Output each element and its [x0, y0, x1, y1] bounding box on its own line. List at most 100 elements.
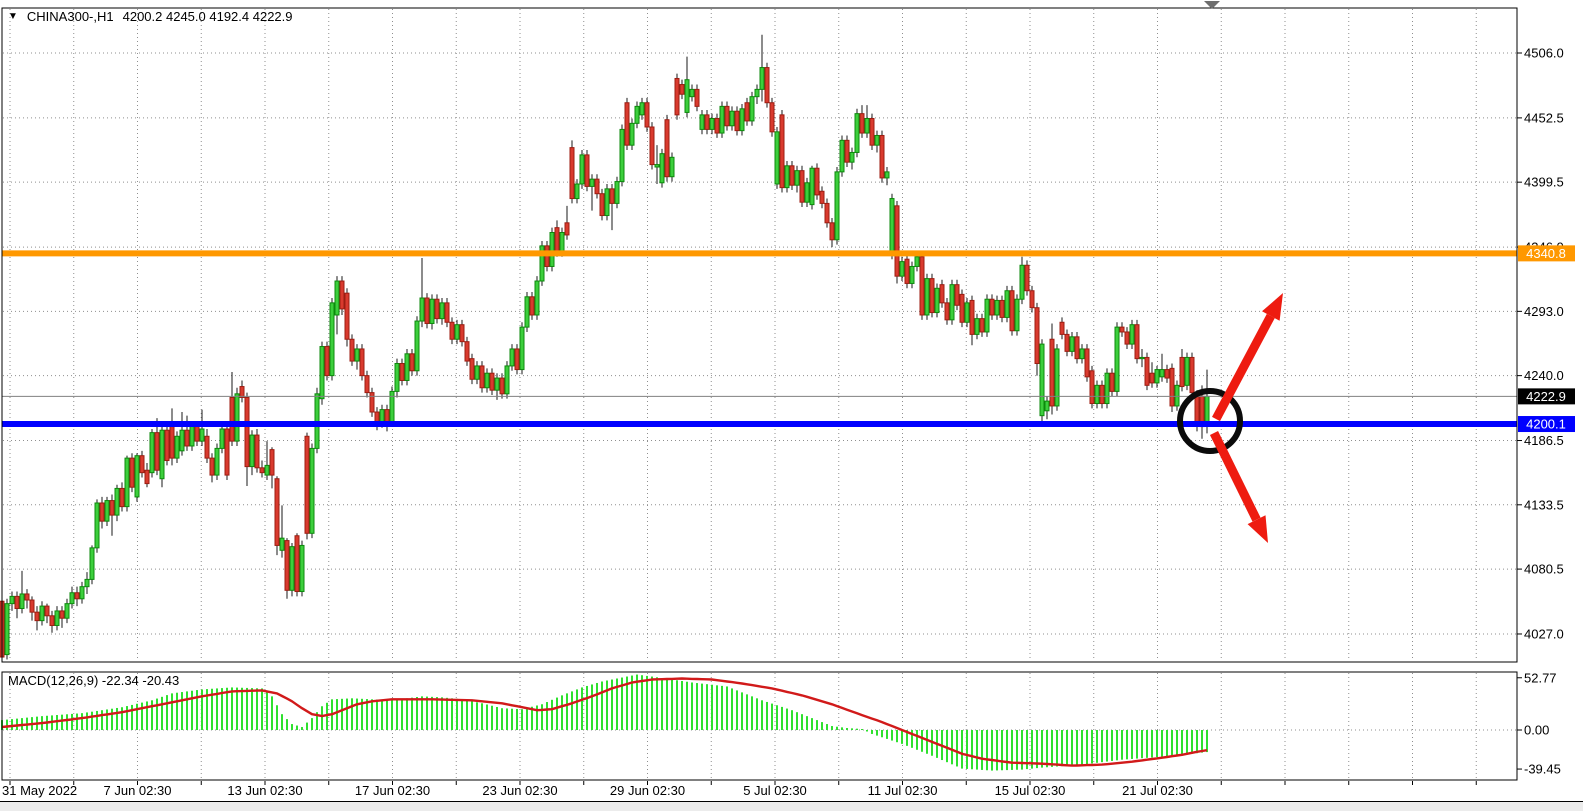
candle-body — [1114, 326, 1120, 392]
candle-body — [979, 318, 985, 333]
macd-histogram-bar — [221, 688, 223, 730]
price-axis-label: 4133.5 — [1524, 497, 1564, 512]
macd-histogram-bar — [1076, 730, 1078, 766]
breakout-up-arrow[interactable] — [1212, 313, 1275, 422]
macd-histogram-bar — [1131, 730, 1133, 759]
candle-body — [729, 110, 735, 127]
macd-histogram-bar — [891, 730, 893, 741]
candle-body — [869, 117, 875, 146]
macd-histogram-bar — [946, 730, 948, 763]
candle-body — [179, 429, 185, 452]
macd-histogram-bar — [726, 686, 728, 730]
macd-histogram-bar — [696, 683, 698, 730]
macd-histogram-bar — [836, 726, 838, 730]
macd-histogram-bar — [1156, 730, 1158, 758]
macd-histogram-bar — [706, 684, 708, 730]
macd-histogram-bar — [756, 698, 758, 730]
macd-histogram-bar — [746, 694, 748, 730]
macd-histogram-bar — [1091, 730, 1093, 764]
macd-histogram-bar — [711, 684, 713, 730]
time-axis[interactable] — [0, 780, 1517, 800]
macd-histogram-bar — [561, 695, 563, 730]
macd-histogram-bar — [676, 680, 678, 730]
macd-histogram-bar — [111, 708, 113, 730]
macd-histogram-bar — [611, 679, 613, 730]
macd-histogram-bar — [436, 697, 438, 730]
candle-body — [839, 139, 845, 173]
macd-histogram-bar — [906, 730, 908, 746]
candle-body — [139, 455, 145, 474]
macd-histogram-bar — [451, 698, 453, 730]
candle-body — [49, 615, 55, 626]
candle-body — [1074, 336, 1080, 360]
time-axis-label: 11 Jul 02:30 — [868, 783, 938, 798]
macd-histogram-bar — [701, 683, 703, 730]
candle-body — [44, 605, 50, 617]
macd-histogram-bar — [356, 698, 358, 730]
candle-body — [889, 198, 895, 254]
candle-body — [539, 245, 545, 282]
candle-body — [699, 114, 705, 130]
candle-body — [789, 165, 795, 186]
candle-body — [624, 102, 630, 146]
candle-body — [929, 278, 935, 314]
window-bottom-strip — [0, 802, 1583, 811]
macd-histogram-bar — [396, 699, 398, 730]
symbol-dropdown-icon[interactable]: ▼ — [8, 11, 18, 22]
macd-histogram-bar — [1021, 730, 1023, 770]
time-axis-label: 13 Jun 02:30 — [227, 783, 302, 798]
macd-histogram-bar — [861, 729, 863, 731]
macd-histogram-bar — [866, 730, 868, 732]
resistance-price-tag — [1518, 245, 1575, 262]
candle-body — [724, 105, 730, 127]
macd-histogram-bar — [856, 728, 858, 730]
macd-histogram-bar — [811, 718, 813, 730]
breakdown-arrow-head-icon[interactable] — [1247, 515, 1268, 543]
macd-histogram-bar — [576, 689, 578, 730]
candle-body — [679, 84, 685, 95]
candle-body — [454, 324, 460, 340]
candle-body — [659, 153, 665, 184]
highlight-circle[interactable] — [1177, 388, 1243, 454]
candle-body — [244, 396, 250, 468]
candle-body — [954, 284, 960, 306]
macd-histogram-bar — [1081, 730, 1083, 765]
candle-body — [364, 375, 370, 394]
candle-body — [379, 409, 385, 424]
price-axis-label: 4080.5 — [1524, 562, 1564, 577]
macd-histogram-bar — [761, 700, 763, 730]
candle-body — [219, 428, 225, 449]
candle-body — [229, 396, 235, 442]
candle-body — [1009, 290, 1015, 332]
candle-body — [824, 202, 830, 224]
breakout-up-arrow-head-icon[interactable] — [1262, 293, 1283, 321]
macd-histogram-bar — [1056, 730, 1058, 767]
macd-histogram-bar — [386, 700, 388, 730]
candle-body — [124, 457, 130, 508]
candle-body — [1069, 336, 1075, 352]
candle-body — [199, 428, 205, 442]
candle-body — [119, 487, 125, 508]
candle-body — [704, 114, 710, 130]
macd-histogram-bar — [116, 707, 118, 730]
macd-histogram-bar — [846, 728, 848, 730]
price-axis[interactable] — [1517, 8, 1583, 780]
candle-body — [264, 464, 270, 476]
candle-body — [674, 77, 680, 116]
candle-body — [194, 426, 200, 442]
macd-histogram-bar — [416, 697, 418, 730]
candle-body — [1054, 348, 1060, 407]
macd-histogram-bar — [321, 706, 323, 730]
candle-body — [439, 302, 445, 320]
candle-body — [369, 392, 375, 413]
breakdown-arrow[interactable] — [1209, 431, 1261, 522]
candle-body — [584, 154, 590, 187]
macd-histogram-bar — [411, 697, 413, 730]
candle-body — [809, 167, 815, 206]
candle-body — [1184, 356, 1190, 386]
macd-histogram-bar — [571, 691, 573, 730]
macd-histogram-bar — [741, 692, 743, 730]
macd-histogram-bar — [391, 700, 393, 730]
macd-histogram-bar — [381, 699, 383, 730]
